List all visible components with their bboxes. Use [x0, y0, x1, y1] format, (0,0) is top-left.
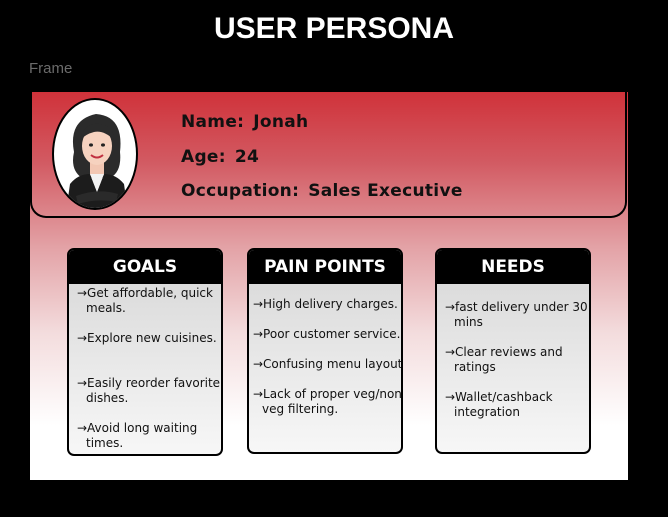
- name-label: Name:: [181, 112, 245, 132]
- goal-item: →Easily reorder favorite dishes.: [77, 376, 221, 405]
- pain-point-item: →Poor customer service.: [253, 327, 401, 341]
- goals-card: GOALS →Get affordable, quick meals. →Exp…: [67, 248, 223, 456]
- goals-title: GOALS: [69, 250, 221, 284]
- frame-label[interactable]: Frame: [29, 60, 73, 77]
- needs-card: NEEDS →fast delivery under 30 mins →Clea…: [435, 248, 591, 454]
- pain-point-item: →High delivery charges.: [253, 297, 398, 311]
- goal-item: →Explore new cuisines.: [77, 331, 217, 345]
- age-value: 24: [234, 147, 260, 167]
- needs-title: NEEDS: [437, 250, 589, 284]
- goal-item: →Avoid long waiting times.: [77, 421, 198, 450]
- name-value: Jonah: [253, 112, 309, 132]
- occupation-label: Occupation:: [181, 181, 300, 201]
- avatar: [52, 98, 138, 210]
- need-item: →fast delivery under 30 mins: [445, 300, 588, 329]
- need-item: →Wallet/cashback integration: [445, 390, 553, 419]
- persona-age-row: Age: 24: [181, 147, 259, 167]
- page-title: USER PERSONA: [213, 12, 455, 45]
- pain-points-card: PAIN POINTS →High delivery charges. →Poo…: [247, 248, 403, 454]
- persona-header: [30, 92, 627, 218]
- occupation-value: Sales Executive: [308, 181, 463, 201]
- need-item: →Clear reviews and ratings: [445, 345, 563, 374]
- goal-item: →Get affordable, quick meals.: [77, 286, 213, 315]
- persona-name-row: Name: Jonah: [181, 112, 308, 132]
- pain-point-item: →Confusing menu layout: [253, 357, 403, 371]
- pain-point-item: →Lack of proper veg/non-veg filtering.: [253, 387, 403, 416]
- woman-avatar-icon: [66, 114, 128, 208]
- persona-occupation-row: Occupation: Sales Executive: [181, 181, 463, 201]
- age-label: Age:: [181, 147, 226, 167]
- pain-points-title: PAIN POINTS: [249, 250, 401, 284]
